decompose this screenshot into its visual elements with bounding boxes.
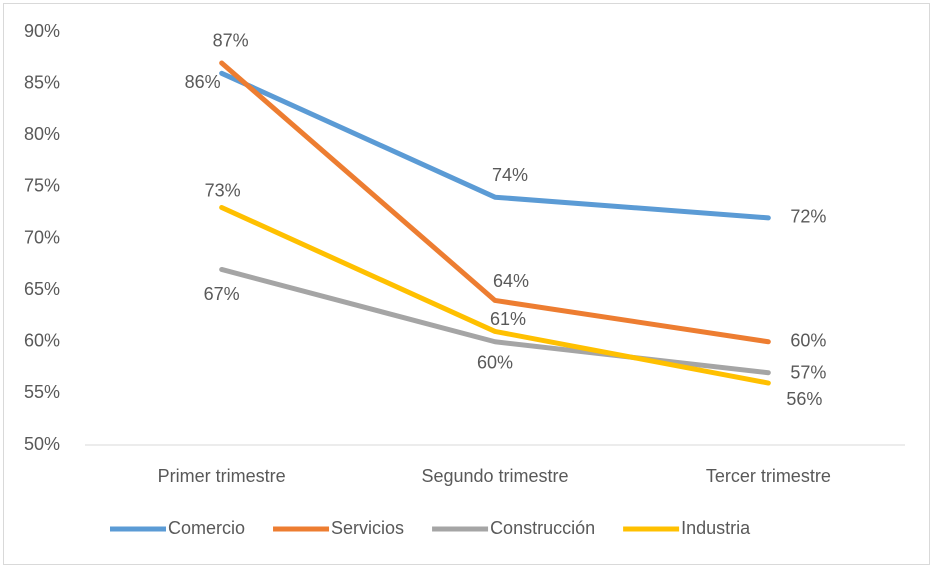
data-label: 61%: [490, 309, 526, 329]
data-label: 57%: [790, 362, 826, 382]
chart-border: [3, 3, 930, 565]
data-label: 60%: [477, 353, 513, 373]
data-label: 56%: [786, 389, 822, 409]
series-line: [219, 60, 771, 345]
series-line: [219, 266, 771, 376]
legend-label: Comercio: [168, 518, 245, 538]
y-tick-label: 90%: [24, 21, 60, 41]
y-tick-label: 85%: [24, 72, 60, 92]
data-label: 86%: [185, 72, 221, 92]
y-tick-label: 75%: [24, 176, 60, 196]
series-line: [219, 70, 771, 221]
legend-label: Industria: [681, 518, 751, 538]
x-tick-label: Primer trimestre: [158, 466, 286, 486]
y-tick-label: 55%: [24, 382, 60, 402]
legend-label: Construcción: [490, 518, 595, 538]
y-tick-label: 70%: [24, 227, 60, 247]
x-tick-label: Segundo trimestre: [421, 466, 568, 486]
x-tick-label: Tercer trimestre: [706, 466, 831, 486]
data-label: 87%: [213, 31, 249, 51]
data-label: 74%: [492, 165, 528, 185]
y-tick-label: 50%: [24, 434, 60, 454]
legend-label: Servicios: [331, 518, 404, 538]
data-label: 64%: [493, 271, 529, 291]
data-label: 73%: [205, 180, 241, 200]
y-tick-label: 80%: [24, 124, 60, 144]
y-tick-label: 60%: [24, 331, 60, 351]
y-tick-label: 65%: [24, 279, 60, 299]
data-label: 72%: [790, 207, 826, 227]
series-line: [219, 205, 771, 386]
data-label: 60%: [790, 331, 826, 351]
data-label: 67%: [204, 284, 240, 304]
